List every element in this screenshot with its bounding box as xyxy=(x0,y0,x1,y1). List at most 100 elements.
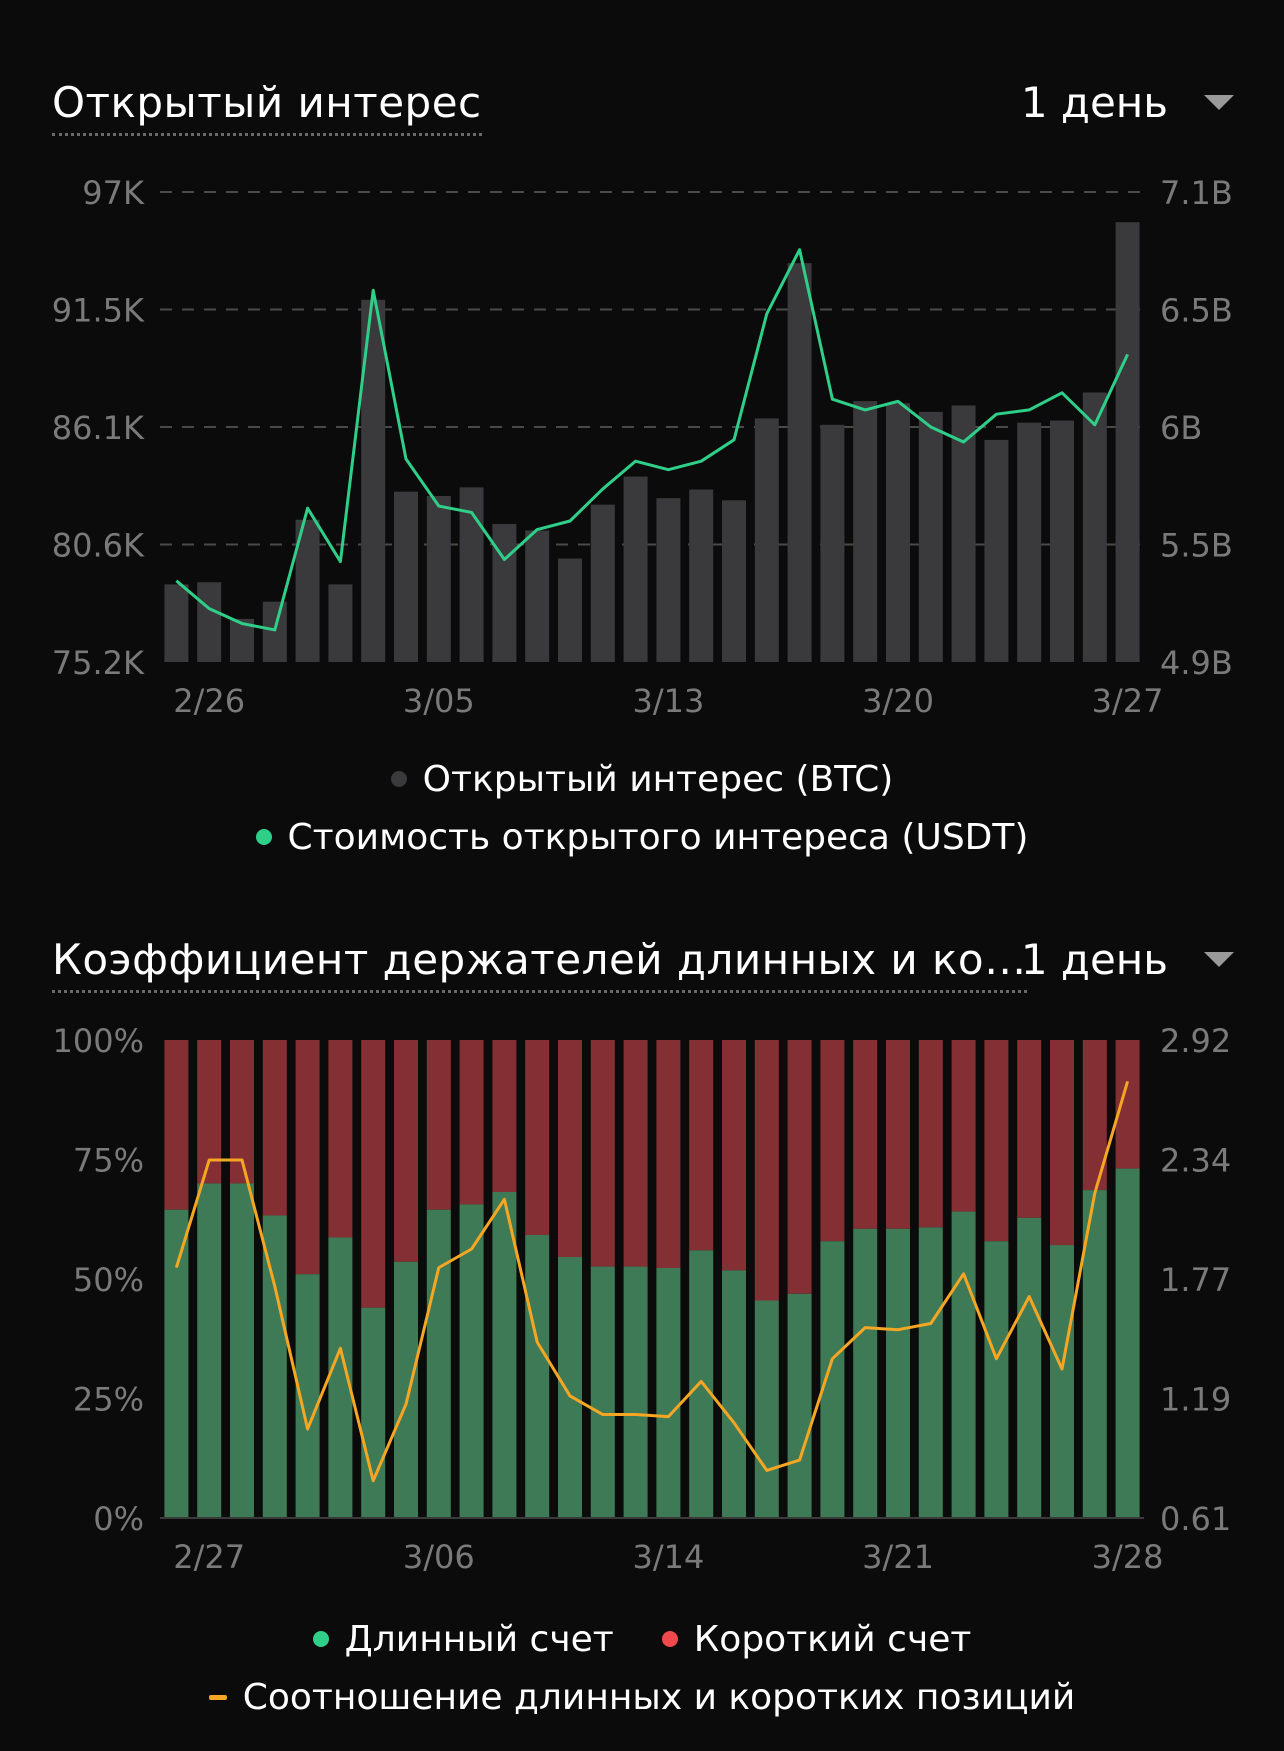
y-right-tick-label: 0.61 xyxy=(1160,1500,1231,1538)
legend-ratio-label: Соотношение длинных и коротких позиций xyxy=(242,1676,1076,1718)
long-bar xyxy=(558,1257,582,1518)
x-tick-label: 3/06 xyxy=(403,1538,475,1576)
long-bar xyxy=(820,1241,845,1518)
oi-usdt-line xyxy=(175,248,1129,632)
short-bar xyxy=(689,1040,714,1251)
oi-title[interactable]: Открытый интерес xyxy=(52,78,482,136)
long-bar xyxy=(394,1261,418,1518)
oi-btc-bar xyxy=(197,582,222,662)
y-left-tick-label: 75.2K xyxy=(52,644,145,682)
oi-btc-bar xyxy=(1082,392,1107,662)
y-right-tick-label: 6.5B xyxy=(1160,292,1233,330)
short-bar xyxy=(754,1040,779,1301)
y-left-tick-label: 97K xyxy=(82,174,145,212)
ls-period-select[interactable]: 1 день xyxy=(1021,935,1234,984)
oi-btc-bar xyxy=(656,498,681,662)
short-bar xyxy=(722,1040,746,1271)
oi-btc-bar xyxy=(689,489,714,662)
x-tick-label: 3/14 xyxy=(632,1538,704,1576)
oi-period-select[interactable]: 1 день xyxy=(1021,78,1234,127)
oi-btc-bar xyxy=(820,424,845,662)
legend-dot-red xyxy=(661,1631,678,1647)
oi-btc-bar xyxy=(623,476,648,662)
long-bar xyxy=(689,1250,714,1518)
ls-legend: Длинный счет Короткий счет Соотношение д… xyxy=(0,1610,1284,1726)
y-right-tick-label: 2.92 xyxy=(1160,1022,1231,1060)
short-bar xyxy=(394,1040,418,1262)
y-right-tick-label: 5.5B xyxy=(1160,527,1233,565)
short-bar xyxy=(361,1040,386,1308)
long-bar xyxy=(754,1300,779,1518)
y-left-tick-label: 0% xyxy=(93,1500,144,1538)
short-bar xyxy=(656,1040,681,1269)
y-right-tick-label: 2.34 xyxy=(1160,1142,1231,1180)
long-bar xyxy=(951,1211,976,1518)
legend-long[interactable]: Длинный счет xyxy=(312,1619,614,1660)
oi-btc-bar xyxy=(558,558,582,662)
chevron-down-icon xyxy=(1204,952,1234,967)
ls-title[interactable]: Коэффициент держателей длинных и ко… xyxy=(52,935,1027,993)
short-bar xyxy=(426,1040,451,1210)
legend-oi-btc[interactable]: Открытый интерес (BTC) xyxy=(390,759,893,800)
x-tick-label: 3/20 xyxy=(862,682,934,720)
short-bar xyxy=(558,1040,582,1258)
legend-oi-usdt[interactable]: Стоимость открытого интереса (USDT) xyxy=(255,816,1029,858)
y-left-tick-label: 86.1K xyxy=(52,409,145,447)
y-left-tick-label: 91.5K xyxy=(52,292,145,330)
oi-legend: Открытый интерес (BTC) Стоимость открыто… xyxy=(0,750,1284,866)
short-bar xyxy=(1017,1040,1042,1218)
short-bar xyxy=(295,1040,320,1275)
oi-btc-bar xyxy=(1017,422,1042,662)
short-bar xyxy=(951,1040,976,1212)
long-bar xyxy=(1115,1168,1140,1518)
long-bar xyxy=(1017,1217,1042,1518)
oi-btc-bar xyxy=(590,504,615,662)
long-bar xyxy=(984,1241,1009,1518)
ratio-line xyxy=(174,1080,1130,1483)
long-bar xyxy=(656,1268,681,1518)
oi-btc-bar xyxy=(394,491,418,662)
oi-btc-bar xyxy=(164,584,189,662)
short-bar xyxy=(328,1040,353,1238)
short-bar xyxy=(984,1040,1009,1242)
legend-short[interactable]: Короткий счет xyxy=(661,1619,971,1660)
long-bar xyxy=(590,1266,615,1518)
oi-btc-bar xyxy=(787,263,812,662)
x-tick-label: 3/28 xyxy=(1092,1538,1164,1576)
oi-btc-bar xyxy=(262,601,287,662)
y-left-tick-label: 25% xyxy=(73,1381,144,1419)
legend-oi-usdt-label: Стоимость открытого интереса (USDT) xyxy=(287,816,1029,858)
short-bar xyxy=(787,1040,812,1294)
x-tick-label: 3/13 xyxy=(632,682,704,720)
short-bar xyxy=(525,1040,550,1236)
y-left-tick-label: 75% xyxy=(73,1142,144,1180)
long-bar xyxy=(230,1183,254,1518)
legend-ratio[interactable]: Соотношение длинных и коротких позиций xyxy=(208,1676,1076,1718)
long-bar xyxy=(492,1192,517,1518)
x-tick-label: 3/27 xyxy=(1092,682,1164,720)
ls-period-label: 1 день xyxy=(1020,935,1168,984)
short-bar xyxy=(164,1040,189,1210)
x-tick-label: 2/26 xyxy=(173,682,245,720)
y-right-tick-label: 6B xyxy=(1160,409,1202,447)
y-left-tick-label: 100% xyxy=(53,1022,144,1060)
long-bar xyxy=(164,1209,189,1518)
long-bar xyxy=(525,1235,550,1518)
short-bar xyxy=(623,1040,648,1267)
oi-btc-bar xyxy=(492,524,517,662)
long-bar xyxy=(197,1183,222,1518)
oi-btc-bar xyxy=(853,401,878,662)
long-bar xyxy=(722,1270,746,1518)
oi-btc-bar xyxy=(1050,420,1074,662)
oi-btc-bar xyxy=(886,403,910,662)
oi-btc-bar xyxy=(1115,222,1140,663)
oi-btc-bar xyxy=(722,500,746,662)
oi-header: Открытый интерес 1 день xyxy=(52,78,1234,138)
short-bar xyxy=(1115,1040,1140,1169)
long-short-chart[interactable]: 100% 2.92 75% 2.34 50% 1.77 25% 1.19 0% 0.61 2/27 3… xyxy=(0,1018,1284,1578)
legend-dot-gray xyxy=(390,771,407,787)
oi-btc-bar xyxy=(918,411,943,662)
short-bar xyxy=(590,1040,615,1267)
long-bar xyxy=(918,1227,943,1518)
open-interest-chart[interactable]: 97K 7.1B 91.5K 6.5B 86.1K 6B 80.6K 5.5B 75.2K 4.9… xyxy=(0,160,1284,720)
